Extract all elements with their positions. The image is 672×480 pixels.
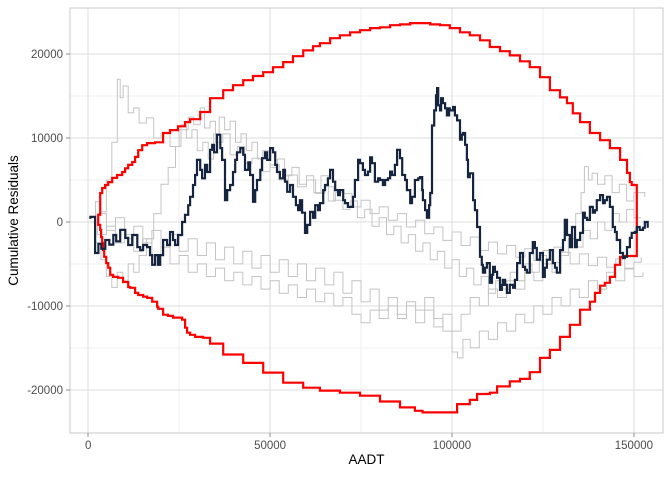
x-tick-label: 100000 [433,440,471,452]
plot-panel [70,8,663,433]
y-axis-title: Cumulative Residuals [6,155,21,286]
y-tick-label: 0 [57,217,63,229]
y-tick-label: 20000 [31,49,63,61]
random-walk-2-line [90,221,644,359]
cumulative-residuals-line [89,87,649,294]
x-tick-label: 0 [85,440,91,452]
plot-border [69,7,664,434]
x-axis-title: AADT [348,452,385,467]
y-tick-label: -10000 [27,301,63,313]
x-tick-label: 50000 [254,440,286,452]
cure-envelope-line [97,22,638,414]
y-tick-label: -20000 [27,385,63,397]
random-walk-3-line [90,166,646,332]
y-tick-label: 10000 [31,133,63,145]
x-tick-label: 150000 [615,440,653,452]
